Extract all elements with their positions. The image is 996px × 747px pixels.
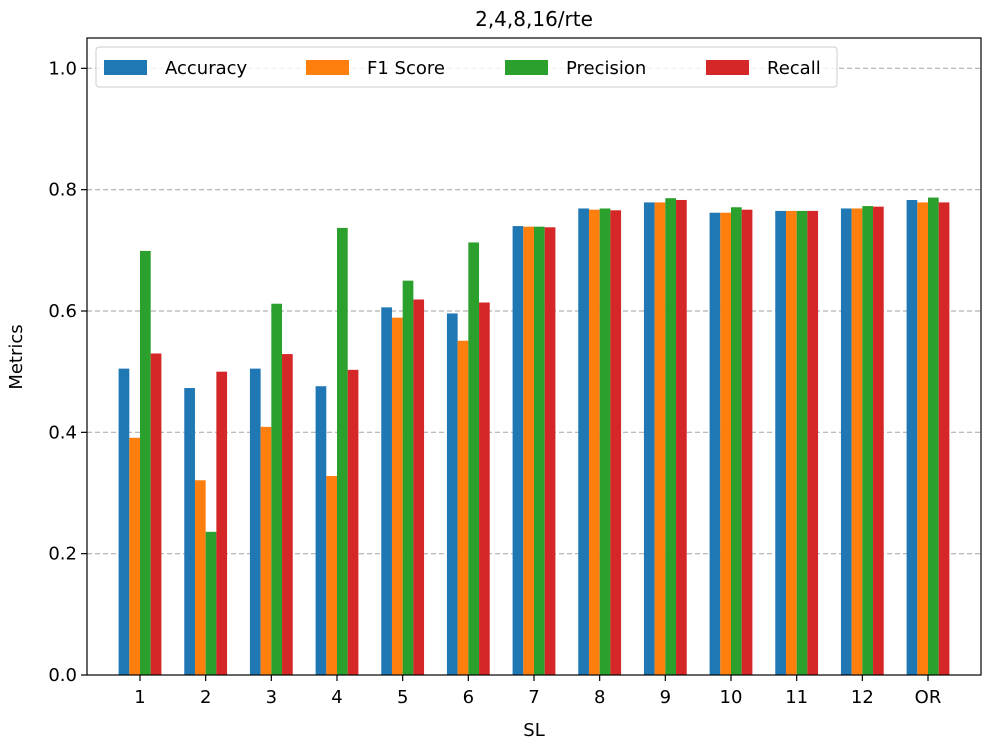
x-tick-label: 4: [331, 687, 342, 708]
bar-accuracy: [578, 208, 589, 675]
x-tick-label: 3: [266, 687, 277, 708]
y-axis: 0.0 0.2 0.4 0.6 0.8 1.0: [48, 58, 87, 686]
bar-recall: [347, 369, 359, 675]
bar-precision: [862, 206, 874, 675]
x-tick-label: 7: [528, 687, 539, 708]
x-axis: 1 2 3 4 5 6 7 8 9 10 11 12 OR: [134, 675, 941, 708]
bar-f1-score: [194, 480, 206, 675]
x-tick-label: 10: [720, 687, 743, 708]
x-tick-label: 12: [851, 687, 874, 708]
bar-precision: [337, 227, 348, 676]
bar-precision: [468, 242, 480, 676]
bar-recall: [282, 354, 293, 675]
bar-recall: [807, 210, 819, 675]
bar-precision: [599, 208, 611, 675]
bar-f1-score: [391, 317, 403, 675]
bar-f1-score: [917, 202, 928, 675]
x-tick-label: 11: [785, 687, 808, 708]
legend-label: F1 Score: [367, 58, 445, 79]
bar-accuracy: [643, 202, 655, 675]
bar-recall: [150, 353, 162, 675]
legend-label: Precision: [566, 58, 646, 79]
bar-precision: [928, 197, 939, 675]
bar-accuracy: [315, 386, 327, 675]
x-tick-label: 5: [397, 687, 408, 708]
bar-recall: [741, 209, 753, 676]
bar-accuracy: [709, 212, 721, 675]
x-tick-label: 1: [134, 687, 145, 708]
bar-accuracy: [906, 199, 918, 676]
bar-accuracy: [184, 388, 195, 675]
y-tick-label: 0.0: [48, 665, 77, 686]
x-axis-label: SL: [523, 720, 544, 741]
bar-precision: [665, 198, 677, 675]
y-tick-label: 1.0: [48, 58, 77, 79]
bar-f1-score: [785, 210, 797, 675]
bar-f1-score: [654, 202, 666, 675]
bar-recall: [544, 227, 556, 675]
bar-f1-score: [588, 209, 600, 676]
bar-f1-score: [720, 212, 731, 675]
bar-precision: [796, 210, 808, 675]
legend-swatch: [505, 60, 548, 75]
bar-accuracy: [446, 313, 458, 675]
legend-label: Recall: [767, 58, 821, 79]
y-tick-label: 0.8: [48, 180, 77, 201]
bar-accuracy: [381, 307, 392, 675]
bar-recall: [216, 371, 228, 675]
x-tick-label: 9: [660, 687, 671, 708]
bar-accuracy: [840, 208, 852, 675]
bar-recall: [938, 202, 950, 675]
chart-title: 2,4,8,16/rte: [475, 7, 593, 31]
x-tick-label: 2: [200, 687, 211, 708]
legend: Accuracy F1 Score Precision Recall: [95, 46, 838, 88]
legend-label: Accuracy: [165, 58, 248, 79]
bar-f1-score: [457, 340, 469, 675]
bar-precision: [534, 226, 545, 675]
legend-frame: [95, 46, 838, 88]
bar-precision: [140, 250, 151, 675]
bar-precision: [205, 531, 217, 675]
bar-precision: [271, 303, 283, 675]
bar-f1-score: [260, 426, 272, 675]
legend-swatch: [104, 60, 147, 75]
bar-accuracy: [512, 226, 524, 676]
y-tick-label: 0.4: [48, 422, 77, 443]
x-tick-label: 6: [463, 687, 474, 708]
y-tick-label: 0.2: [48, 544, 77, 565]
x-tick-label: 8: [594, 687, 605, 708]
legend-swatch: [706, 60, 749, 75]
bar-recall: [873, 206, 884, 676]
y-tick-label: 0.6: [48, 301, 77, 322]
bar-f1-score: [523, 226, 534, 675]
bar-recall: [676, 199, 687, 676]
bar-precision: [731, 207, 742, 675]
bar-recall: [413, 299, 425, 675]
bar-f1-score: [129, 437, 140, 675]
bars: [118, 197, 950, 676]
bar-accuracy: [249, 368, 261, 675]
bar-f1-score: [851, 208, 863, 675]
bar-f1-score: [326, 476, 337, 675]
bar-accuracy: [775, 210, 786, 675]
bar-recall: [610, 210, 622, 675]
bar-accuracy: [118, 368, 130, 675]
y-axis-label: Metrics: [6, 324, 27, 389]
x-tick-label: OR: [915, 687, 942, 708]
bar-precision: [402, 280, 414, 675]
legend-swatch: [306, 60, 349, 75]
bar-recall: [479, 302, 490, 675]
